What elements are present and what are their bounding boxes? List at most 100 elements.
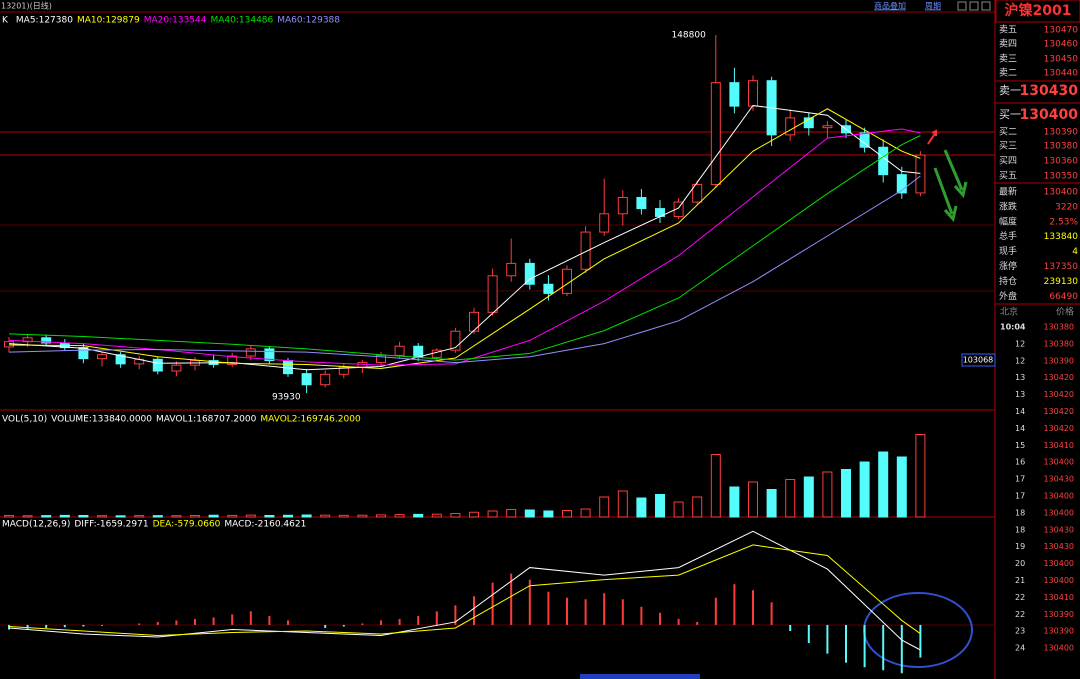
book-price: 130460 bbox=[1044, 40, 1079, 50]
volume-bar bbox=[841, 469, 851, 518]
stat-value: 130400 bbox=[1044, 188, 1079, 198]
quote-title: 沪镍2001 bbox=[1005, 2, 1072, 19]
candle-body bbox=[115, 354, 126, 365]
legend-prefix: K bbox=[2, 16, 9, 26]
volume-bar bbox=[41, 515, 52, 518]
tick-price: 130420 bbox=[1043, 373, 1074, 382]
volume-bar bbox=[822, 471, 833, 518]
stat-value: 133840 bbox=[1044, 232, 1079, 242]
volume-bar bbox=[748, 481, 758, 518]
book-label: 买二 bbox=[999, 127, 1017, 138]
volume-bar bbox=[227, 514, 238, 518]
volume-bar bbox=[320, 514, 331, 518]
volume-bar bbox=[357, 514, 368, 518]
tick-price: 130420 bbox=[1043, 390, 1074, 399]
volume-bar bbox=[301, 514, 312, 518]
volume-bar bbox=[487, 510, 498, 518]
legend-entry: MA10:129879 bbox=[77, 16, 140, 26]
legend-entry: MA20:133544 bbox=[144, 16, 207, 26]
volume-bar bbox=[469, 511, 479, 518]
tick-time: 13 bbox=[1015, 390, 1025, 399]
candle-body bbox=[41, 337, 52, 344]
tick-time: 24 bbox=[1015, 644, 1025, 653]
tick-price: 130430 bbox=[1043, 525, 1074, 534]
volume-bar bbox=[636, 497, 647, 518]
candle-body bbox=[617, 196, 628, 215]
tick-time: 10:04 bbox=[1000, 323, 1026, 332]
tick-price: 130410 bbox=[1043, 593, 1074, 602]
window-button[interactable] bbox=[981, 1, 991, 11]
volume-bar bbox=[338, 514, 349, 518]
book-price: 130380 bbox=[1044, 142, 1079, 152]
book-label: 买五 bbox=[999, 171, 1017, 182]
candle-body bbox=[283, 360, 293, 375]
scrollbar[interactable] bbox=[580, 674, 700, 679]
window-button[interactable] bbox=[957, 1, 967, 11]
candle-body bbox=[413, 345, 424, 358]
tick-price: 130420 bbox=[1043, 424, 1074, 433]
volume-bar bbox=[413, 513, 424, 518]
volume-bar bbox=[208, 514, 219, 518]
stat-label: 幅度 bbox=[999, 215, 1017, 227]
volume-bar bbox=[190, 515, 200, 518]
legend-entry: MA60:129388 bbox=[277, 16, 340, 26]
candle-body bbox=[524, 262, 535, 285]
candle-body bbox=[97, 354, 107, 360]
annotation-ellipse bbox=[863, 592, 973, 668]
candle-body bbox=[710, 82, 721, 185]
book-label: 买四 bbox=[999, 156, 1017, 167]
macd-line bbox=[8, 544, 921, 637]
volume-bar bbox=[245, 514, 256, 518]
tick-time: 20 bbox=[1015, 559, 1025, 568]
ma-line bbox=[8, 175, 921, 364]
tick-price: 130390 bbox=[1043, 356, 1074, 365]
volume-bar bbox=[617, 490, 628, 518]
stat-label: 外盘 bbox=[999, 290, 1017, 302]
volume-bar bbox=[915, 434, 926, 518]
tick-price: 130420 bbox=[1043, 407, 1074, 416]
window-button[interactable] bbox=[969, 1, 979, 11]
candle-body bbox=[227, 355, 238, 366]
tick-time: 15 bbox=[1015, 441, 1025, 450]
tick-price: 130400 bbox=[1043, 559, 1074, 568]
macd-label: DIFF:-1659.2971 bbox=[74, 520, 148, 530]
tick-time: 17 bbox=[1015, 475, 1025, 484]
volume-bar bbox=[896, 456, 907, 518]
volume-label: MAVOL1:168707.2000 bbox=[156, 415, 257, 425]
tick-time: 21 bbox=[1015, 576, 1025, 585]
annotation-arrow bbox=[933, 167, 954, 215]
stat-value: 3220 bbox=[1055, 202, 1078, 212]
candle-body bbox=[338, 366, 349, 375]
ma-line bbox=[8, 108, 921, 369]
volume-bar bbox=[450, 513, 461, 518]
candle-body bbox=[599, 213, 610, 233]
tick-time: 18 bbox=[1015, 525, 1025, 534]
candle-body bbox=[636, 196, 647, 210]
volume-bar bbox=[376, 514, 386, 518]
volume-bar bbox=[506, 509, 517, 518]
stat-label: 现手 bbox=[999, 245, 1017, 257]
candle-body bbox=[301, 373, 312, 386]
volume-bar bbox=[431, 513, 442, 518]
stat-label: 涨停 bbox=[999, 260, 1017, 272]
annotation-arrow bbox=[943, 149, 964, 191]
menu-item[interactable]: 商品叠加 bbox=[874, 1, 906, 11]
candle-body bbox=[171, 364, 182, 372]
volume-bar bbox=[22, 515, 33, 518]
candle-body bbox=[543, 283, 554, 294]
candle-body bbox=[915, 154, 926, 194]
candle-body bbox=[264, 348, 275, 362]
tick-price: 130430 bbox=[1043, 542, 1074, 551]
stat-label: 持仓 bbox=[999, 275, 1017, 287]
volume-bar bbox=[97, 515, 107, 518]
menu-item[interactable]: 周期 bbox=[925, 2, 941, 11]
volume-label: MAVOL2:169746.2000 bbox=[260, 415, 361, 425]
tick-price: 130400 bbox=[1043, 492, 1074, 501]
book-label: 买三 bbox=[999, 141, 1017, 152]
quote-title-box bbox=[995, 0, 1080, 23]
tick-price: 130400 bbox=[1043, 458, 1074, 467]
volume-bar bbox=[78, 515, 89, 518]
ma-line bbox=[8, 104, 921, 371]
tick-price: 130380 bbox=[1043, 323, 1074, 332]
